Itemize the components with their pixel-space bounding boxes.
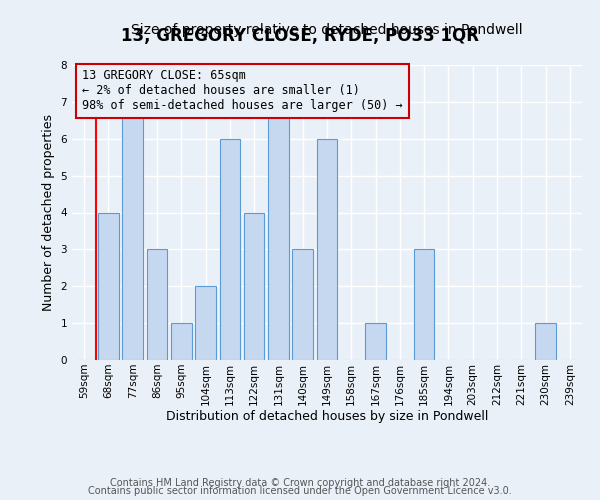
Bar	[244, 212, 265, 360]
Bar	[195, 286, 216, 360]
Bar	[220, 138, 240, 360]
Bar	[365, 323, 386, 360]
Y-axis label: Number of detached properties: Number of detached properties	[42, 114, 55, 311]
Bar	[146, 250, 167, 360]
Text: 13 GREGORY CLOSE: 65sqm
← 2% of detached houses are smaller (1)
98% of semi-deta: 13 GREGORY CLOSE: 65sqm ← 2% of detached…	[82, 70, 403, 112]
Bar	[268, 102, 289, 360]
Bar	[414, 250, 434, 360]
Text: Contains public sector information licensed under the Open Government Licence v3: Contains public sector information licen…	[88, 486, 512, 496]
Bar	[171, 323, 191, 360]
Text: Contains HM Land Registry data © Crown copyright and database right 2024.: Contains HM Land Registry data © Crown c…	[110, 478, 490, 488]
Text: 13, GREGORY CLOSE, RYDE, PO33 1QR: 13, GREGORY CLOSE, RYDE, PO33 1QR	[121, 28, 479, 46]
Bar	[122, 102, 143, 360]
Bar	[317, 138, 337, 360]
X-axis label: Distribution of detached houses by size in Pondwell: Distribution of detached houses by size …	[166, 410, 488, 424]
Bar	[535, 323, 556, 360]
Title: Size of property relative to detached houses in Pondwell: Size of property relative to detached ho…	[131, 24, 523, 38]
Bar	[292, 250, 313, 360]
Bar	[98, 212, 119, 360]
